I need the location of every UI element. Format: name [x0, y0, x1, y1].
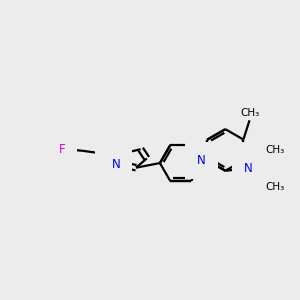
Text: F: F: [58, 143, 65, 156]
Text: CH₃: CH₃: [266, 182, 285, 192]
Text: N: N: [245, 154, 254, 167]
Text: N: N: [112, 158, 121, 171]
Text: CH₃: CH₃: [240, 108, 259, 118]
Text: N: N: [244, 162, 253, 175]
Text: N: N: [197, 154, 206, 167]
Text: N: N: [106, 149, 115, 162]
Text: CH₃: CH₃: [266, 145, 285, 154]
